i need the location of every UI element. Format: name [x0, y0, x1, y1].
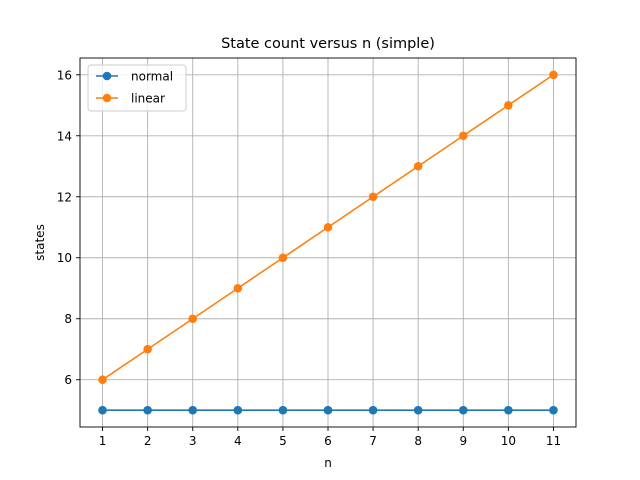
x-tick-label: 1	[99, 434, 107, 448]
chart-title: State count versus n (simple)	[221, 36, 435, 52]
legend-item-linear: linear	[96, 92, 165, 106]
y-tick-label: 14	[57, 129, 72, 143]
data-point-normal	[233, 405, 243, 415]
data-point-normal	[323, 405, 333, 415]
x-tick-label: 7	[369, 434, 377, 448]
x-tick-label: 10	[501, 434, 516, 448]
x-tick-label: 6	[324, 434, 332, 448]
data-point-linear	[143, 344, 152, 354]
data-point-linear	[233, 283, 243, 293]
legend-item-normal: normal	[96, 70, 173, 84]
series-normal	[98, 405, 558, 415]
y-axis: 6 8 10 12 14 16	[57, 68, 80, 387]
data-point-normal	[549, 405, 558, 415]
x-tick-label: 2	[144, 434, 152, 448]
data-point-linear	[413, 161, 423, 171]
legend: normal linear	[87, 64, 187, 112]
x-tick-label: 3	[189, 434, 197, 448]
legend-label: linear	[131, 92, 165, 106]
data-point-normal	[458, 405, 468, 415]
x-tick-label: 11	[546, 434, 561, 448]
data-point-normal	[504, 405, 513, 415]
data-point-linear	[458, 131, 468, 141]
y-tick-label: 16	[57, 68, 72, 82]
data-point-linear	[278, 253, 288, 263]
legend-swatch-marker	[102, 71, 112, 81]
data-point-linear	[549, 70, 558, 80]
grid	[80, 58, 576, 427]
data-point-normal	[368, 405, 378, 415]
x-tick-label: 8	[414, 434, 422, 448]
y-tick-label: 8	[64, 312, 72, 326]
data-point-linear	[188, 314, 198, 324]
data-point-linear	[504, 100, 513, 110]
x-tick-label: 5	[279, 434, 287, 448]
data-point-linear	[98, 375, 107, 385]
x-axis-label: n	[324, 456, 332, 470]
y-tick-label: 6	[64, 373, 72, 387]
series-linear	[98, 70, 558, 385]
y-tick-label: 12	[57, 190, 72, 204]
data-point-normal	[188, 405, 198, 415]
y-tick-label: 10	[57, 251, 72, 265]
legend-label: normal	[131, 70, 173, 84]
x-tick-label: 9	[459, 434, 467, 448]
x-tick-label: 4	[234, 434, 242, 448]
y-axis-label: states	[33, 224, 47, 261]
series-layer	[98, 70, 558, 415]
data-point-normal	[413, 405, 423, 415]
data-point-normal	[278, 405, 288, 415]
x-axis: 1 2 3 4 5 6 7 8 9 10 11	[99, 427, 561, 448]
legend-swatch-marker	[102, 93, 112, 103]
data-point-normal	[143, 405, 152, 415]
data-point-linear	[368, 192, 378, 202]
data-point-normal	[98, 405, 107, 415]
data-point-linear	[323, 222, 333, 232]
